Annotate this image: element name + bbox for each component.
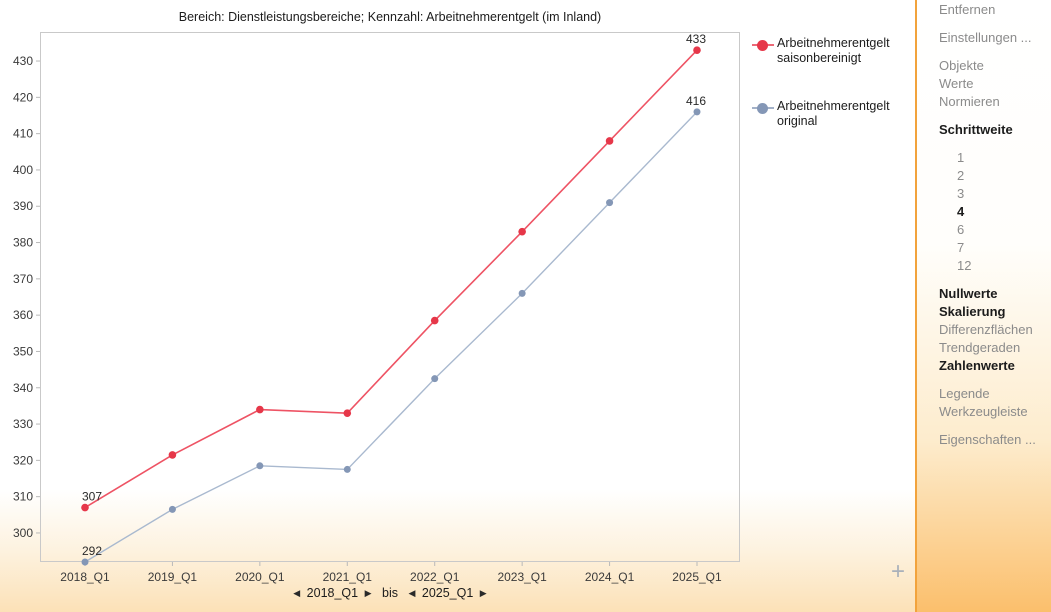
x-axis-label: 2018_Q1 <box>60 570 110 584</box>
sidebar-item-12[interactable]: 12 <box>957 258 972 273</box>
sidebar-item-zahlenwerte[interactable]: Zahlenwerte <box>939 358 1015 373</box>
data-point <box>343 409 352 417</box>
data-point <box>606 199 614 207</box>
x-axis-label: 2020_Q1 <box>235 570 285 584</box>
data-point <box>81 558 89 566</box>
legend-item-label: Arbeitnehmerentgelt saisonbereinigt <box>777 36 890 65</box>
sidebar-item-6[interactable]: 6 <box>957 222 965 237</box>
sidebar-item-1[interactable]: 1 <box>957 150 965 165</box>
y-axis-label: 400 <box>13 163 33 177</box>
sidebar: Entfernen Einstellungen ... Objekte Werte No… <box>917 0 1051 612</box>
x-axis-label: 2021_Q1 <box>323 570 373 584</box>
range-to-prev-icon[interactable]: ◀ <box>408 588 416 598</box>
series-line-original <box>84 111 698 563</box>
chart-title: Bereich: Dienstleistungsbereiche; Kennza… <box>178 10 602 24</box>
x-axis-label: 2024_Q1 <box>585 570 635 584</box>
data-point <box>430 316 439 325</box>
sidebar-item-legende[interactable]: Legende <box>939 386 990 401</box>
y-axis-label: 410 <box>13 127 33 141</box>
sidebar-item-trendgeraden[interactable]: Trendgeraden <box>939 340 1021 355</box>
data-point <box>431 375 439 383</box>
point-value-label: 433 <box>686 32 706 46</box>
x-axis-label: 2025_Q1 <box>672 570 722 584</box>
chart-panel: Bereich: Dienstleistungsbereiche; Kennza… <box>0 0 915 612</box>
range-bis-label: bis <box>382 586 398 600</box>
y-axis-label: 300 <box>13 526 33 540</box>
sidebar-item-7[interactable]: 7 <box>957 240 965 255</box>
plus-icon[interactable]: + <box>890 558 905 585</box>
x-axis-label: 2023_Q1 <box>497 570 547 584</box>
data-point <box>343 465 351 473</box>
x-axis-label: 2019_Q1 <box>148 570 198 584</box>
legend-marker-icon <box>752 100 774 116</box>
point-value-label: 416 <box>686 94 706 108</box>
data-point <box>518 289 526 297</box>
sidebar-separator <box>915 0 917 612</box>
point-value-label: 307 <box>82 490 102 504</box>
legend: Arbeitnehmerentgelt saisonbereinigt Arbe… <box>752 36 912 162</box>
y-axis-label: 370 <box>13 272 33 286</box>
data-point <box>518 227 526 236</box>
data-point <box>168 505 176 513</box>
range-to-next-icon[interactable]: ▶ <box>479 588 487 598</box>
data-point <box>256 405 264 414</box>
data-point <box>168 451 177 459</box>
y-axis-label: 330 <box>13 417 33 431</box>
sidebar-item-nullwerte[interactable]: Nullwerte <box>939 286 998 301</box>
data-point <box>605 137 614 145</box>
legend-item-saisonbereinigt: Arbeitnehmerentgelt saisonbereinigt <box>752 36 912 66</box>
range-from-next-icon[interactable]: ▶ <box>364 588 372 598</box>
y-axis-label: 360 <box>13 308 33 322</box>
y-axis-label: 320 <box>13 453 33 467</box>
sidebar-item-einstellungen[interactable]: Einstellungen ... <box>939 30 1032 45</box>
legend-item-original: Arbeitnehmerentgelt original <box>752 99 912 129</box>
legend-item-label: Arbeitnehmerentgelt original <box>777 99 890 128</box>
sidebar-item-werkzeugleiste[interactable]: Werkzeugleiste <box>939 404 1028 419</box>
sidebar-item-entfernen[interactable]: Entfernen <box>939 2 996 17</box>
x-axis-label: 2022_Q1 <box>410 570 460 584</box>
legend-marker-icon <box>752 37 774 53</box>
sidebar-item-2[interactable]: 2 <box>957 168 965 183</box>
sidebar-item-3[interactable]: 3 <box>957 186 965 201</box>
data-point <box>693 108 701 116</box>
range-from-value: 2018_Q1 <box>306 586 359 600</box>
data-point <box>256 462 264 470</box>
point-value-label: 292 <box>82 544 102 558</box>
y-axis-label: 310 <box>13 490 33 504</box>
data-point <box>693 46 701 54</box>
sidebar-item-objekte[interactable]: Objekte <box>939 58 984 73</box>
data-point <box>81 503 89 512</box>
sidebar-item-werte[interactable]: Werte <box>939 76 974 91</box>
range-selector: ◀ 2018_Q1 ▶ bis ◀ 2025_Q1 ▶ <box>40 586 740 600</box>
sidebar-item-schrittweite[interactable]: Schrittweite <box>939 122 1013 137</box>
y-axis-label: 340 <box>13 381 33 395</box>
y-axis-label: 430 <box>13 54 33 68</box>
y-axis-label: 350 <box>13 344 33 358</box>
chart-svg: 300 310 320 330 340 350 360 370 380 390 400 410 420 4… <box>13 32 722 584</box>
sidebar-item-skalierung[interactable]: Skalierung <box>939 304 1006 319</box>
sidebar-item-4[interactable]: 4 <box>957 204 965 219</box>
sidebar-item-normieren[interactable]: Normieren <box>939 94 1000 109</box>
plot-frame <box>40 32 740 562</box>
y-axis-label: 380 <box>13 236 33 250</box>
sidebar-item-differenzflächen[interactable]: Differenzflächen <box>939 322 1033 337</box>
y-axis-label: 420 <box>13 90 33 104</box>
sidebar-item-eigenschaften[interactable]: Eigenschaften ... <box>939 432 1036 447</box>
y-axis-label: 390 <box>13 199 33 213</box>
series-line-saisonbereinigt <box>84 49 698 509</box>
range-to-value: 2025_Q1 <box>421 586 474 600</box>
range-from-prev-icon[interactable]: ◀ <box>293 588 301 598</box>
